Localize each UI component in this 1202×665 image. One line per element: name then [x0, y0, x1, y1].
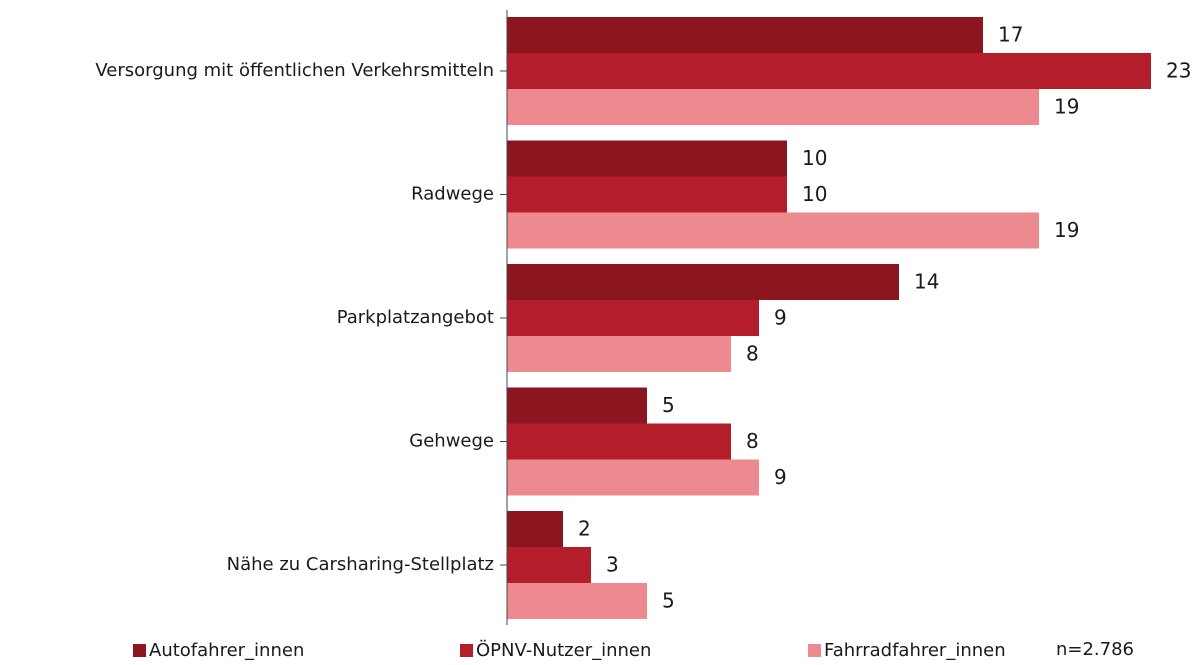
sample-note: n=2.786 — [1056, 639, 1134, 660]
bar — [507, 459, 759, 496]
data-label: 14 — [914, 270, 939, 294]
bar — [507, 212, 1039, 249]
data-label: 2 — [578, 517, 591, 541]
y-tick-label: Versorgung mit öffentlichen Verkehrsmitt… — [95, 60, 494, 81]
data-label: 9 — [774, 306, 787, 330]
y-tick-label: Nähe zu Carsharing-Stellplatz — [227, 554, 494, 575]
data-label: 10 — [802, 182, 827, 206]
data-label: 8 — [746, 429, 759, 453]
bar — [507, 300, 759, 336]
legend-label: ÖPNV-Nutzer_innen — [476, 639, 651, 661]
data-label: 10 — [802, 146, 827, 170]
y-tick-label: Gehwege — [409, 431, 494, 452]
data-label: 5 — [662, 393, 675, 417]
bar — [507, 336, 731, 372]
bar — [507, 387, 647, 424]
data-label: 23 — [1166, 59, 1191, 83]
bar — [507, 17, 983, 53]
bar — [507, 423, 731, 460]
y-tick-label: Radwege — [411, 184, 494, 205]
legend-swatch — [133, 644, 146, 657]
data-label: 8 — [746, 342, 759, 366]
bar — [507, 547, 591, 583]
legend-swatch — [460, 644, 473, 657]
legend-label: Autofahrer_innen — [149, 640, 304, 661]
data-label: 17 — [998, 23, 1023, 47]
legend-swatch — [808, 644, 821, 657]
bar — [507, 140, 787, 177]
y-tick-label: Parkplatzangebot — [337, 307, 494, 328]
legend-label: Fahrradfahrer_innen — [824, 640, 1006, 661]
bar — [507, 89, 1039, 125]
bar — [507, 511, 563, 547]
bar — [507, 176, 787, 213]
data-label: 9 — [774, 465, 787, 489]
bar — [507, 53, 1151, 89]
data-label: 19 — [1054, 95, 1079, 119]
bar — [507, 264, 899, 300]
data-label: 5 — [662, 589, 675, 613]
bar — [507, 583, 647, 619]
data-label: 19 — [1054, 218, 1079, 242]
data-label: 3 — [606, 553, 619, 577]
